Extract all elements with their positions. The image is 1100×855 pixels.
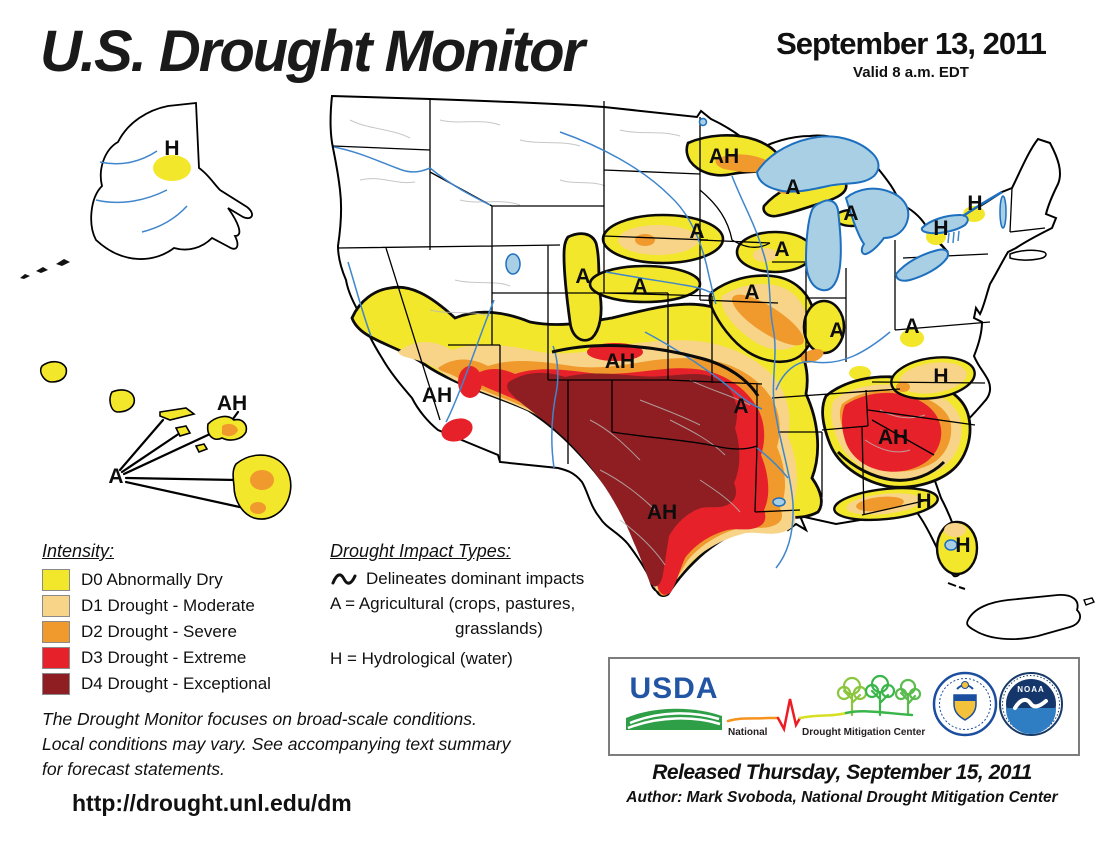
puerto-rico-inset (966, 594, 1095, 641)
intensity-heading: Intensity: (42, 541, 115, 561)
d3-label: D3 Drought - Extreme (81, 648, 247, 667)
ndmc-text-national: National (728, 727, 768, 738)
doc-seal-icon (932, 671, 998, 737)
lake-of-the-woods (698, 117, 708, 127)
agricultural-row: A = Agricultural (crops, pastures, (330, 594, 630, 614)
legend-row-d2: D2 Drought - Severe (42, 621, 271, 643)
rivers (333, 131, 960, 569)
legend-row-d4: D4 Drought - Exceptional (42, 673, 271, 695)
legend-row-d0: D0 Abnormally Dry (42, 569, 271, 591)
agricultural-row2: grasslands) (330, 619, 630, 639)
noaa-logo-icon: NOAA (999, 672, 1063, 736)
drought-monitor-url: http://drought.unl.edu/dm (72, 790, 352, 816)
disclaimer-line2: Local conditions may vary. See accompany… (42, 734, 511, 754)
lake-okeechobee (944, 539, 958, 551)
impact-divides (551, 343, 946, 482)
d0-swatch (42, 569, 70, 591)
lake-superior (755, 135, 880, 193)
st-lawrence-river (962, 190, 1003, 218)
legend-row-d3: D3 Drought - Extreme (42, 647, 271, 669)
lake-huron (844, 187, 910, 256)
lake-pontchartrain (772, 497, 786, 507)
valid-time: Valid 8 a.m. EDT (853, 64, 969, 81)
great-salt-lake (505, 253, 521, 275)
d4-label: D4 Drought - Exceptional (81, 674, 271, 693)
alaska-inset (20, 102, 253, 279)
hawaii-inset (39, 360, 292, 520)
d2-label: D2 Drought - Severe (81, 622, 237, 641)
impact-types-heading: Drought Impact Types: (330, 541, 511, 561)
lake-michigan (804, 199, 842, 292)
ndmc-logo: National Drought Mitigation Center (724, 669, 932, 744)
disclaimer: The Drought Monitor focuses on broad-sca… (42, 707, 511, 782)
usda-logo: USDA (624, 672, 724, 737)
d0-label: D0 Abnormally Dry (81, 570, 223, 589)
usda-fields-icon (626, 708, 722, 730)
state-lines (332, 99, 1046, 516)
ndmc-text-center: Drought Mitigation Center (802, 727, 925, 738)
impact-types-legend: Drought Impact Types: Delineates dominan… (330, 541, 630, 674)
author-text: Author: Mark Svoboda, National Drought M… (626, 789, 1058, 806)
ndmc-logo-icon: National Drought Mitigation Center (726, 674, 925, 738)
lake-ontario (920, 213, 969, 235)
d4-swatch (42, 673, 70, 695)
page-title: U.S. Drought Monitor (40, 19, 585, 84)
intensity-legend: Intensity: D0 Abnormally Dry D1 Drought … (42, 541, 271, 699)
agricultural-text-line2: grasslands) (455, 619, 543, 638)
d1-label: D1 Drought - Moderate (81, 596, 255, 615)
lake-erie (894, 248, 949, 282)
noaa-logo: NOAA (998, 671, 1064, 742)
d2-swatch (42, 621, 70, 643)
release-info: Released Thursday, September 15, 2011 Au… (592, 761, 1092, 807)
d1-swatch (42, 595, 70, 617)
map-date: September 13, 2011 (776, 26, 1047, 61)
date-block: September 13, 2011 Valid 8 a.m. EDT (746, 26, 1076, 81)
long-island (1009, 249, 1047, 261)
doc-seal-logo (932, 671, 998, 742)
disclaimer-line3: for forecast statements. (42, 759, 225, 779)
hydrological-text: H = Hydrological (water) (330, 649, 513, 668)
agricultural-text-line1: A = Agricultural (crops, pastures, (330, 594, 576, 613)
lake-champlain (999, 195, 1007, 229)
disclaimer-line1: The Drought Monitor focuses on broad-sca… (42, 709, 477, 729)
county-lines (349, 119, 926, 566)
hydrological-row: H = Hydrological (water) (330, 649, 630, 669)
released-text: Released Thursday, September 15, 2011 (652, 761, 1032, 784)
usda-logo-text: USDA (629, 672, 719, 705)
delineates-row: Delineates dominant impacts (330, 569, 630, 589)
legend-row-d1: D1 Drought - Moderate (42, 595, 271, 617)
noaa-logo-text: NOAA (1017, 685, 1045, 694)
d3-swatch (42, 647, 70, 669)
delineates-text: Delineates dominant impacts (366, 569, 585, 588)
agency-logos-box: USDA (608, 657, 1080, 756)
great-lakes (505, 117, 1007, 551)
florida-keys (947, 582, 966, 590)
squiggle-icon (331, 573, 357, 585)
